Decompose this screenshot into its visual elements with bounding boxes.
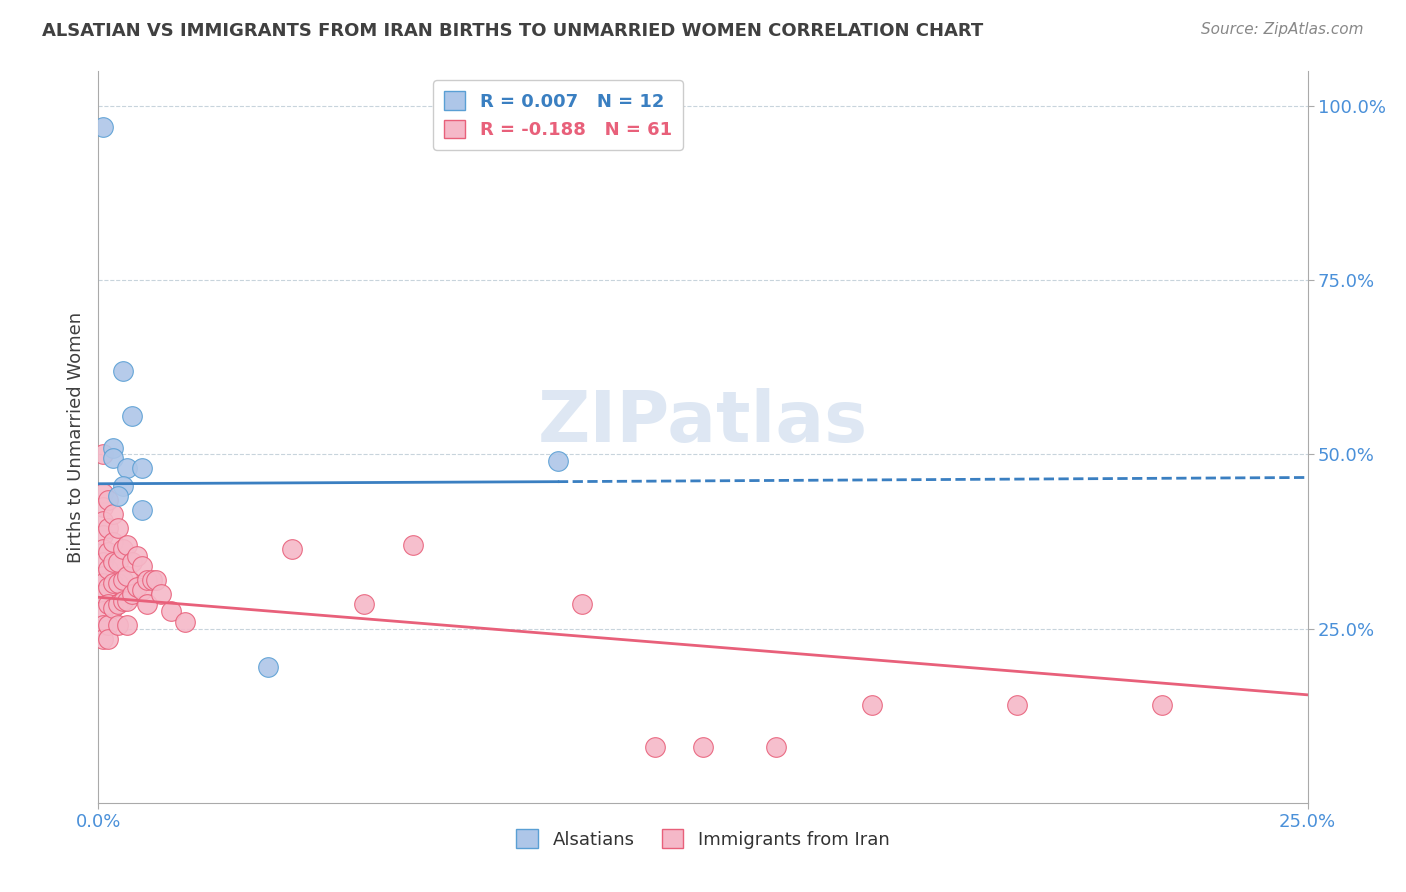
Point (107, 489, 129, 503)
Point (107, 597, 129, 611)
Text: Source: ZipAtlas.com: Source: ZipAtlas.com (1201, 22, 1364, 37)
Point (765, 740, 787, 755)
Point (97, 492, 120, 507)
Text: ALSATIAN VS IMMIGRANTS FROM IRAN BIRTHS TO UNMARRIED WOMEN CORRELATION CHART: ALSATIAN VS IMMIGRANTS FROM IRAN BIRTHS … (42, 22, 983, 40)
Point (97, 618, 120, 632)
Point (121, 587, 143, 601)
Point (135, 573, 157, 587)
Point (174, 615, 197, 629)
Point (1152, 698, 1174, 713)
Point (131, 583, 153, 598)
Point (281, 541, 304, 556)
Point (117, 538, 139, 552)
Point (135, 597, 157, 611)
Point (91, 448, 114, 462)
Point (97, 580, 120, 594)
Point (131, 558, 153, 573)
Point (91, 618, 114, 632)
Point (860, 698, 883, 713)
Point (111, 364, 134, 378)
Point (150, 587, 173, 601)
Point (107, 521, 129, 535)
Point (101, 556, 124, 570)
Point (97, 521, 120, 535)
Point (121, 556, 143, 570)
Point (91, 514, 114, 528)
Point (1007, 698, 1029, 713)
Legend: Alsatians, Immigrants from Iran: Alsatians, Immigrants from Iran (509, 822, 897, 856)
Point (117, 594, 139, 608)
Point (101, 600, 124, 615)
Point (121, 409, 143, 424)
Point (117, 569, 139, 583)
Point (111, 573, 134, 587)
Point (91, 120, 114, 134)
Point (111, 541, 134, 556)
Text: ZIPatlas: ZIPatlas (538, 388, 868, 457)
Point (644, 740, 666, 755)
Point (256, 660, 278, 674)
Point (111, 479, 134, 493)
Point (107, 576, 129, 591)
Point (101, 534, 124, 549)
Point (571, 597, 593, 611)
Point (145, 573, 167, 587)
Point (91, 587, 114, 601)
Point (353, 597, 375, 611)
Point (97, 562, 120, 576)
Point (547, 454, 569, 468)
Point (91, 541, 114, 556)
Point (127, 580, 149, 594)
Point (160, 604, 183, 618)
Point (131, 503, 153, 517)
Point (97, 632, 120, 646)
Point (91, 527, 114, 541)
Point (91, 485, 114, 500)
Point (402, 538, 425, 552)
Point (101, 576, 124, 591)
Point (117, 618, 139, 632)
Point (97, 597, 120, 611)
Point (111, 594, 134, 608)
Point (91, 569, 114, 583)
Point (101, 441, 124, 455)
Point (91, 576, 114, 591)
Point (101, 450, 124, 465)
Point (107, 618, 129, 632)
Point (131, 461, 153, 475)
Point (91, 556, 114, 570)
Point (91, 500, 114, 514)
Point (97, 545, 120, 559)
Point (101, 507, 124, 521)
Point (141, 573, 163, 587)
Point (91, 604, 114, 618)
Point (107, 556, 129, 570)
Point (692, 740, 714, 755)
Point (127, 549, 149, 563)
Point (91, 632, 114, 646)
Y-axis label: Births to Unmarried Women: Births to Unmarried Women (66, 311, 84, 563)
Point (117, 461, 139, 475)
